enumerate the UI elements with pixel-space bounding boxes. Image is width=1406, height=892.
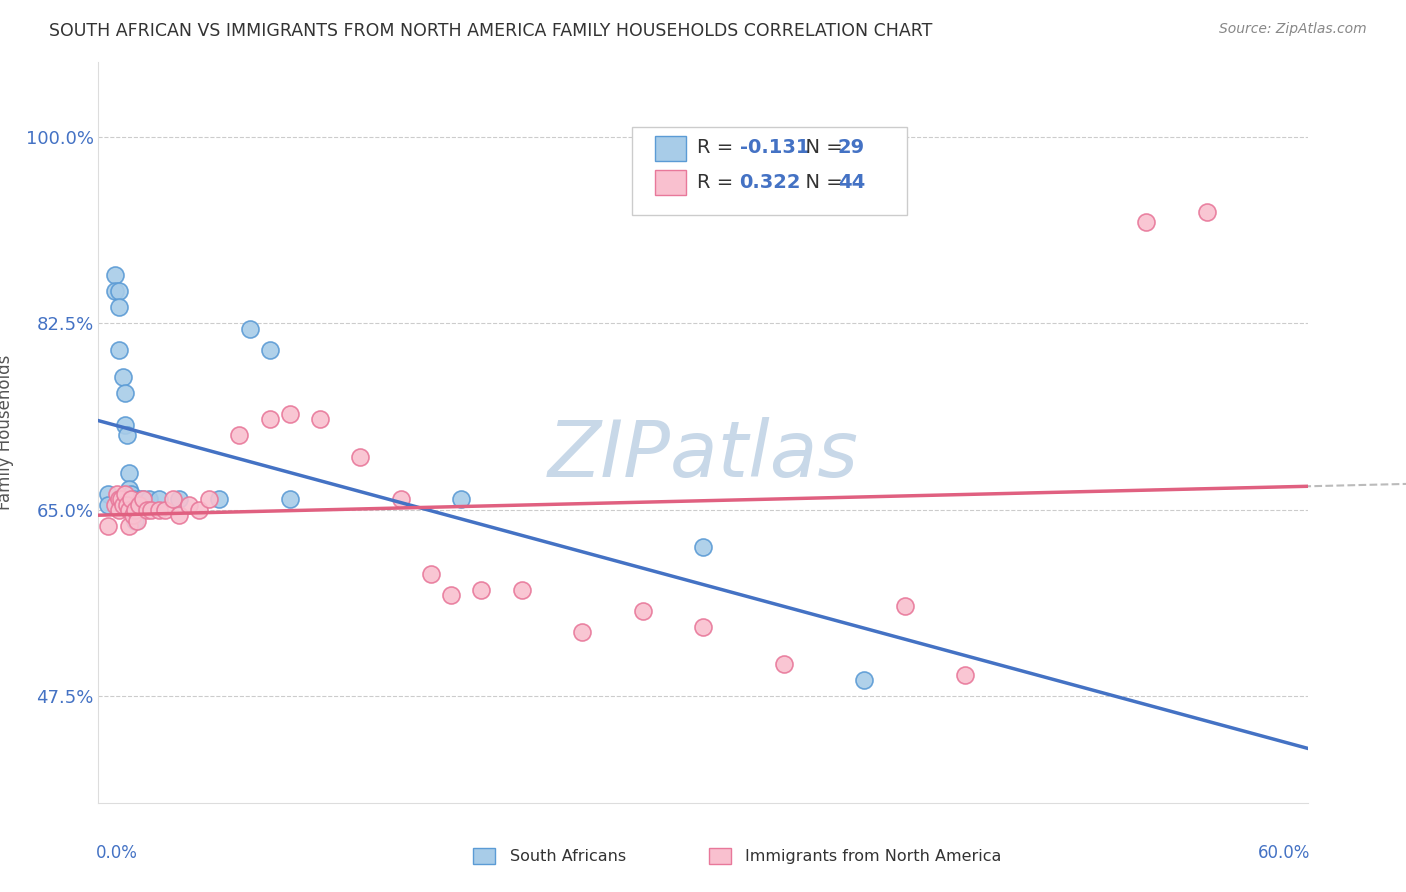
Point: [115, 428, 138, 442]
Point: [893, 599, 915, 613]
Point: [692, 540, 714, 554]
Text: N =: N =: [793, 172, 849, 192]
Text: ZIPatlas: ZIPatlas: [547, 417, 859, 493]
Point: [198, 492, 221, 507]
Point: [107, 301, 129, 315]
Point: [107, 285, 129, 299]
Point: [107, 492, 129, 507]
Point: [420, 566, 443, 581]
Point: [103, 285, 125, 299]
Point: [121, 508, 143, 523]
Point: [115, 498, 138, 512]
Point: [259, 412, 281, 426]
Point: [470, 582, 492, 597]
Point: [132, 492, 155, 507]
Text: N =: N =: [793, 138, 849, 157]
Point: [278, 407, 301, 421]
Text: 29: 29: [838, 138, 865, 157]
Point: [440, 588, 463, 602]
Point: [120, 487, 142, 501]
Point: [120, 492, 142, 507]
Point: [162, 492, 184, 507]
Point: [309, 412, 332, 426]
Point: [139, 503, 162, 517]
Point: [450, 492, 472, 507]
Point: [110, 492, 132, 507]
Text: 44: 44: [838, 172, 865, 192]
Point: [118, 482, 141, 496]
Text: SOUTH AFRICAN VS IMMIGRANTS FROM NORTH AMERICA FAMILY HOUSEHOLDS CORRELATION CHA: SOUTH AFRICAN VS IMMIGRANTS FROM NORTH A…: [49, 22, 932, 40]
Point: [103, 268, 125, 283]
Text: 0.0%: 0.0%: [96, 844, 138, 862]
Point: [228, 428, 250, 442]
Point: [349, 450, 371, 464]
Point: [111, 498, 134, 512]
Point: [114, 385, 136, 400]
Point: [278, 492, 301, 507]
Point: [135, 503, 157, 517]
Point: [132, 492, 155, 507]
Point: [107, 503, 129, 517]
Text: R =: R =: [697, 138, 740, 157]
Point: [124, 514, 146, 528]
Text: R =: R =: [697, 172, 740, 192]
Point: [111, 369, 134, 384]
Point: [97, 498, 120, 512]
Point: [107, 343, 129, 357]
Point: [1135, 215, 1157, 229]
Point: [103, 498, 125, 512]
Point: [692, 620, 714, 634]
FancyBboxPatch shape: [474, 848, 495, 864]
Text: -0.131: -0.131: [740, 138, 808, 157]
Point: [97, 518, 120, 533]
Text: Source: ZipAtlas.com: Source: ZipAtlas.com: [1219, 22, 1367, 37]
Point: [953, 668, 976, 682]
Text: South Africans: South Africans: [509, 848, 626, 863]
Point: [118, 518, 141, 533]
Point: [510, 582, 533, 597]
Point: [167, 508, 190, 523]
Point: [571, 625, 593, 640]
Point: [239, 322, 262, 336]
Point: [188, 503, 211, 517]
FancyBboxPatch shape: [709, 848, 731, 864]
Point: [105, 487, 128, 501]
Point: [125, 514, 148, 528]
Text: 60.0%: 60.0%: [1257, 844, 1310, 862]
Point: [124, 503, 146, 517]
Point: [208, 492, 231, 507]
Point: [179, 498, 201, 512]
Point: [259, 343, 281, 357]
Point: [124, 503, 146, 517]
Point: [148, 492, 170, 507]
Point: [853, 673, 876, 688]
Point: [114, 487, 136, 501]
Point: [114, 417, 136, 432]
Point: [97, 487, 120, 501]
Point: [148, 503, 170, 517]
Point: [167, 492, 190, 507]
Text: Immigrants from North America: Immigrants from North America: [745, 848, 1001, 863]
Point: [1195, 204, 1218, 219]
Y-axis label: Family Households: Family Households: [0, 355, 14, 510]
Text: 0.322: 0.322: [740, 172, 801, 192]
Point: [389, 492, 412, 507]
Point: [128, 492, 150, 507]
Point: [631, 604, 654, 618]
Point: [153, 503, 176, 517]
Point: [772, 657, 794, 672]
Point: [128, 498, 150, 512]
Point: [118, 466, 141, 480]
Point: [138, 492, 160, 507]
Point: [121, 492, 143, 507]
Point: [118, 503, 141, 517]
